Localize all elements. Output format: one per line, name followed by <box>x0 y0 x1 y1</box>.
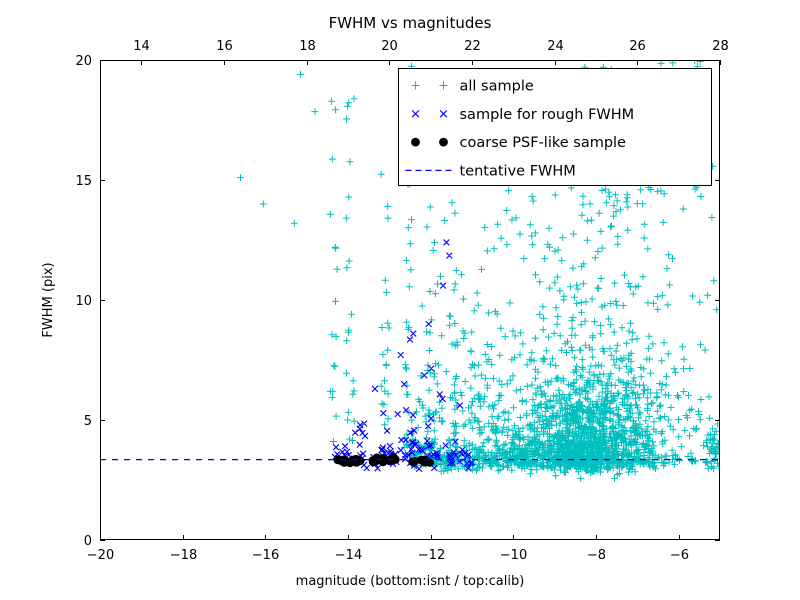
legend-dot-icon <box>439 137 448 147</box>
psf-sample-dot <box>410 457 419 466</box>
psf-sample-dot <box>354 455 363 465</box>
y-tick-label: 20 <box>75 54 92 69</box>
x-bottom-tick-label: −18 <box>170 548 197 563</box>
psf-sample-dot <box>420 458 429 467</box>
x-bottom-tick-label: −16 <box>252 548 279 563</box>
x-top-tick-label: 18 <box>299 39 316 54</box>
legend-item: sample for rough FWHM <box>411 107 635 123</box>
x-bottom-tick-label: −6 <box>670 548 689 563</box>
y-tick-label: 10 <box>75 294 92 309</box>
chart-title: FWHM vs magnitudes <box>329 14 492 32</box>
legend-x-icon <box>411 110 420 118</box>
axes-layer <box>100 60 721 541</box>
x-bottom-tick-label: −14 <box>335 548 362 563</box>
scatter-series-layer <box>100 60 720 482</box>
legend: all sample sample for rough FWHM coarse PS… <box>398 68 712 186</box>
tick-label-layer: −20 −18 −16 −14 −12 −10 −8 −6 14 16 18 20 22 24 26 28 0 5… <box>75 39 728 563</box>
legend-label: coarse PSF-like sample <box>460 135 627 151</box>
x-markers <box>331 239 476 473</box>
legend-plus-icon <box>411 81 420 90</box>
y-axis-label: FWHM (pix) <box>41 262 56 337</box>
x-top-tick-label: 26 <box>629 39 646 54</box>
x-axis-label: magnitude (bottom:isnt / top:calib) <box>296 574 525 589</box>
scatter-series-sample-for-rough-FWHM <box>331 239 476 473</box>
legend-box <box>398 68 712 186</box>
x-top-tick-label: 22 <box>464 39 481 54</box>
x-bottom-tick-label: −20 <box>87 548 114 563</box>
psf-sample-dot <box>368 457 378 467</box>
x-top-tick-label: 16 <box>216 39 233 54</box>
legend-label: sample for rough FWHM <box>460 107 635 123</box>
x-top-tick-label: 24 <box>547 39 564 54</box>
legend-label: all sample <box>460 79 534 95</box>
legend-item: tentative FWHM <box>405 163 576 179</box>
legend-x-icon <box>439 110 448 118</box>
x-top-tick-label: 20 <box>381 39 398 54</box>
legend-label: tentative FWHM <box>460 163 576 179</box>
y-tick-label: 0 <box>84 534 92 549</box>
legend-plus-icon <box>439 81 448 90</box>
x-bottom-tick-label: −10 <box>500 548 527 563</box>
x-top-tick-label: 14 <box>133 39 150 54</box>
x-top-tick-label: 28 <box>712 39 729 54</box>
y-tick-label: 5 <box>84 414 92 429</box>
legend-item: all sample <box>411 79 534 95</box>
x-bottom-tick-label: −12 <box>418 548 445 563</box>
legend-item: coarse PSF-like sample <box>411 135 626 151</box>
psf-sample-dot <box>391 455 400 464</box>
y-tick-label: 15 <box>75 174 92 189</box>
x-bottom-tick-label: −8 <box>587 548 606 563</box>
legend-dot-icon <box>411 137 420 147</box>
